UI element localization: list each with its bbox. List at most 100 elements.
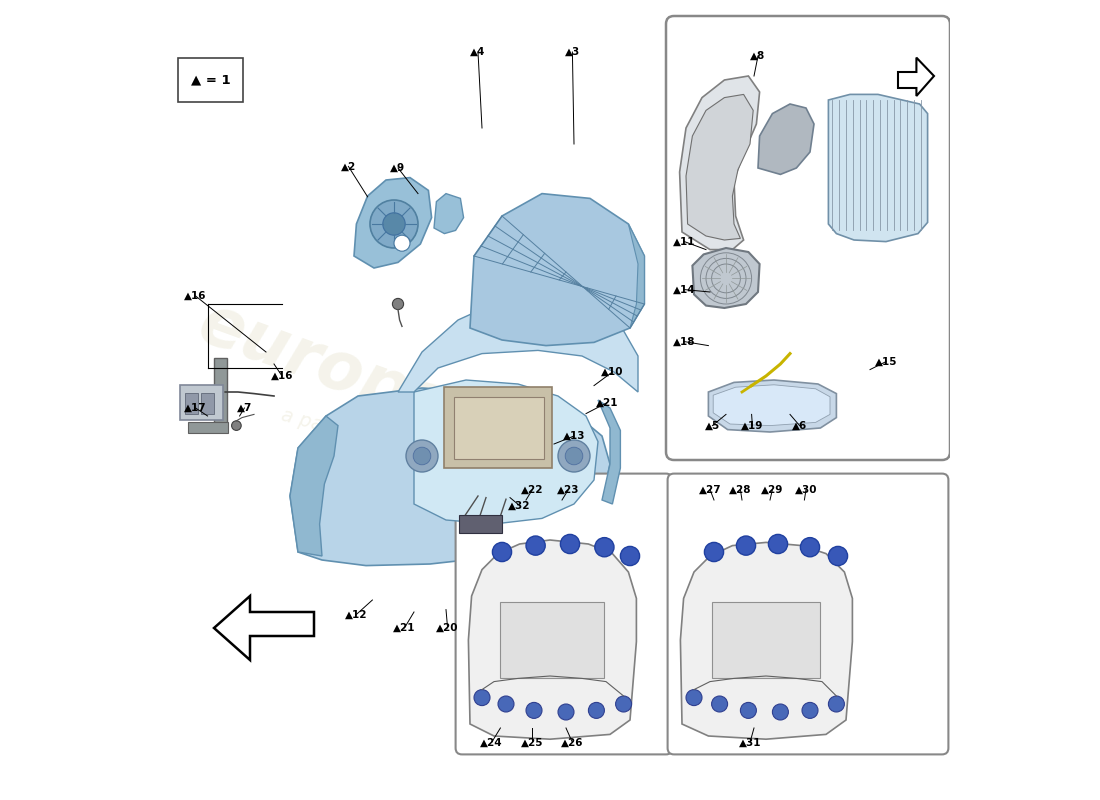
Text: ▲32: ▲32: [508, 501, 531, 510]
Text: ▲28: ▲28: [729, 485, 751, 494]
FancyBboxPatch shape: [712, 602, 821, 678]
Polygon shape: [214, 596, 314, 660]
Circle shape: [526, 536, 546, 555]
Text: ▲20: ▲20: [437, 623, 459, 633]
Circle shape: [558, 704, 574, 720]
Text: ▲7: ▲7: [236, 403, 252, 413]
Text: ▲2: ▲2: [341, 162, 356, 171]
Polygon shape: [898, 58, 934, 96]
Circle shape: [383, 213, 405, 235]
Circle shape: [801, 538, 820, 557]
Circle shape: [620, 546, 639, 566]
Text: ▲29: ▲29: [761, 485, 783, 494]
Polygon shape: [290, 416, 338, 556]
Circle shape: [736, 536, 756, 555]
Circle shape: [406, 440, 438, 472]
Polygon shape: [354, 178, 431, 268]
FancyBboxPatch shape: [459, 515, 502, 533]
FancyBboxPatch shape: [201, 393, 214, 414]
Text: ▲12: ▲12: [345, 610, 367, 619]
Polygon shape: [290, 388, 610, 566]
Circle shape: [498, 696, 514, 712]
Text: ▲23: ▲23: [558, 485, 580, 494]
Polygon shape: [628, 224, 645, 328]
Circle shape: [712, 696, 727, 712]
Text: ▲14: ▲14: [673, 285, 695, 294]
Circle shape: [526, 702, 542, 718]
Circle shape: [616, 696, 631, 712]
Text: ▲16: ▲16: [271, 371, 294, 381]
Circle shape: [560, 534, 580, 554]
Polygon shape: [758, 104, 814, 174]
Text: europarts: europarts: [189, 290, 559, 478]
Text: ▲5: ▲5: [705, 421, 720, 430]
FancyBboxPatch shape: [455, 474, 672, 754]
Text: ▲4: ▲4: [471, 47, 486, 57]
Text: ▲18: ▲18: [673, 337, 695, 346]
FancyBboxPatch shape: [179, 385, 223, 420]
Text: ▲13: ▲13: [563, 431, 585, 441]
Text: ▲17: ▲17: [185, 403, 207, 413]
FancyBboxPatch shape: [185, 393, 198, 414]
Text: ▲24: ▲24: [481, 738, 503, 747]
Text: ▲10: ▲10: [601, 367, 624, 377]
Circle shape: [414, 447, 431, 465]
Polygon shape: [598, 400, 620, 504]
Text: ▲8: ▲8: [750, 51, 766, 61]
Polygon shape: [414, 380, 598, 524]
Circle shape: [704, 542, 724, 562]
Text: ▲6: ▲6: [792, 421, 807, 430]
Text: ▲11: ▲11: [673, 237, 695, 246]
Circle shape: [493, 542, 512, 562]
Circle shape: [769, 534, 788, 554]
Text: ▲21: ▲21: [393, 623, 416, 633]
Polygon shape: [398, 296, 638, 392]
Text: ▲21: ▲21: [596, 398, 619, 407]
Circle shape: [828, 696, 845, 712]
Circle shape: [558, 440, 590, 472]
Text: ▲25: ▲25: [521, 738, 543, 747]
FancyBboxPatch shape: [666, 16, 950, 460]
Text: ▲19: ▲19: [741, 421, 763, 430]
Text: ▲ = 1: ▲ = 1: [190, 74, 230, 86]
Text: ▲16: ▲16: [185, 291, 207, 301]
Text: ▲31: ▲31: [739, 738, 761, 747]
Text: a passion for parts since...: a passion for parts since...: [279, 406, 532, 490]
Circle shape: [370, 200, 418, 248]
Circle shape: [394, 235, 410, 251]
Text: ▲9: ▲9: [390, 163, 406, 173]
Circle shape: [595, 538, 614, 557]
Polygon shape: [681, 542, 852, 739]
FancyBboxPatch shape: [668, 474, 948, 754]
Circle shape: [828, 546, 848, 566]
Polygon shape: [686, 94, 754, 240]
Text: ▲30: ▲30: [794, 485, 817, 494]
Circle shape: [588, 702, 604, 718]
Circle shape: [565, 447, 583, 465]
Polygon shape: [680, 76, 760, 250]
Text: ▲3: ▲3: [564, 47, 580, 57]
Circle shape: [772, 704, 789, 720]
Text: ▲27: ▲27: [698, 485, 722, 494]
Polygon shape: [434, 194, 463, 234]
Circle shape: [474, 690, 490, 706]
FancyBboxPatch shape: [499, 602, 604, 678]
Polygon shape: [828, 94, 927, 242]
Text: ▲26: ▲26: [561, 738, 584, 747]
Circle shape: [393, 298, 404, 310]
Polygon shape: [713, 385, 830, 426]
Text: ▲22: ▲22: [521, 485, 543, 494]
Circle shape: [802, 702, 818, 718]
FancyBboxPatch shape: [443, 387, 552, 468]
Text: ▲15: ▲15: [874, 357, 898, 366]
FancyBboxPatch shape: [178, 58, 243, 102]
Circle shape: [686, 690, 702, 706]
Circle shape: [740, 702, 757, 718]
Polygon shape: [469, 540, 637, 739]
FancyBboxPatch shape: [188, 422, 228, 433]
FancyBboxPatch shape: [454, 397, 543, 459]
Polygon shape: [692, 248, 760, 308]
Polygon shape: [708, 380, 836, 432]
FancyBboxPatch shape: [214, 358, 227, 430]
Circle shape: [232, 421, 241, 430]
